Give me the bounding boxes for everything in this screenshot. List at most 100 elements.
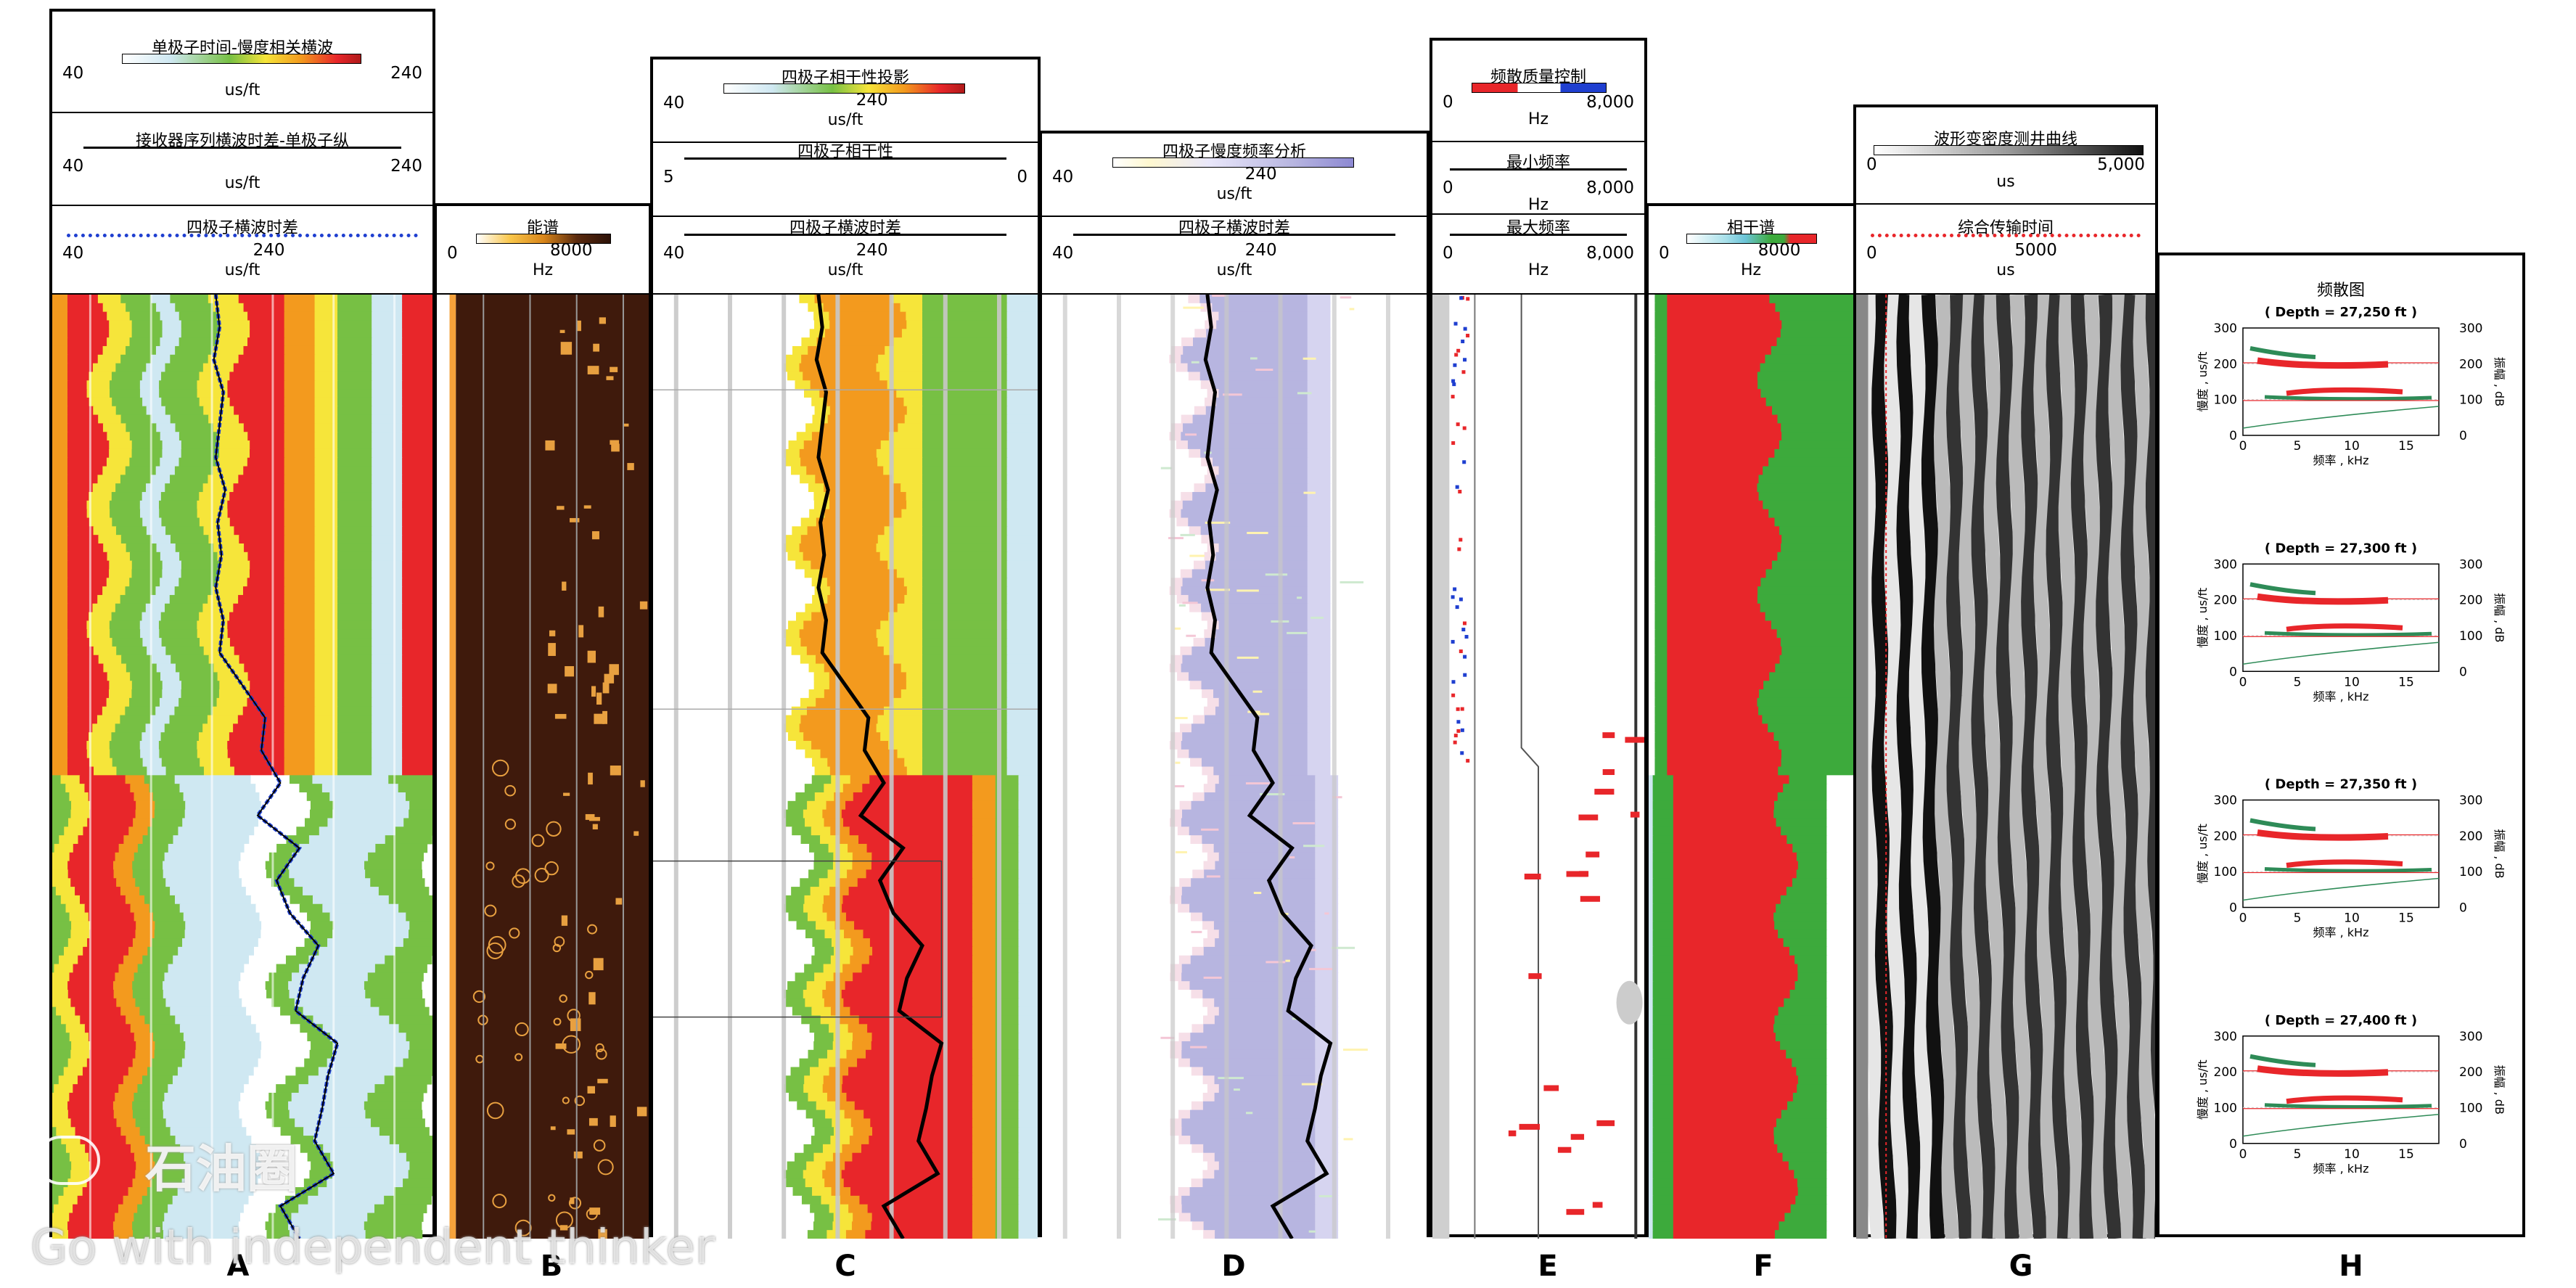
heatmap-cell (841, 809, 973, 819)
heatmap-cell (1176, 517, 1189, 527)
heatmap-cell (372, 672, 403, 681)
track-header: 四极子横波时差 40 240 us/ft (653, 217, 1038, 293)
heatmap-cell (165, 363, 204, 372)
qc-point (1462, 426, 1467, 430)
heatmap-cell (314, 389, 338, 398)
heatmap-cell (1673, 990, 1791, 999)
heatmap-cell (848, 1204, 869, 1214)
heatmap-cell (1307, 629, 1332, 639)
heatmap-cell (131, 689, 163, 699)
heatmap-cell (1673, 1024, 1775, 1033)
heatmap-cell (67, 697, 107, 707)
heatmap-cell (1776, 337, 1853, 347)
heatmap-cell (247, 337, 285, 347)
heatmap-cell (845, 1161, 973, 1170)
spectrum-spot (598, 1228, 607, 1239)
heatmap-cell (830, 1136, 850, 1145)
heatmap-cell (1782, 1152, 1828, 1162)
heatmap-cell (1042, 603, 1191, 613)
heatmap-cell (1042, 295, 1189, 304)
heatmap-cell (784, 809, 804, 819)
heatmap-cell (1757, 697, 1853, 707)
heatmap-cell (1018, 912, 1038, 922)
heatmap-cell (52, 1127, 57, 1136)
heatmap-cell (402, 749, 432, 759)
heatmap-cell (52, 448, 68, 459)
heatmap-cell (1191, 1221, 1205, 1231)
heatmap-cell (1191, 646, 1308, 656)
heatmap-cell (372, 569, 403, 578)
heatmap-cell (184, 1049, 262, 1059)
heatmap-cell (52, 946, 65, 956)
qc-point (1630, 811, 1640, 818)
heatmap-cell (829, 672, 907, 681)
heatmap-cell (1042, 432, 1170, 441)
heatmap-cell (1018, 878, 1038, 887)
heatmap-cell (67, 749, 88, 759)
heatmap-cell (52, 835, 60, 845)
heatmap-cell (227, 380, 285, 390)
heatmap-cell (402, 723, 432, 733)
heatmap-cell (1673, 1006, 1779, 1016)
heatmap-cell (813, 1221, 834, 1231)
heatmap-cell (163, 1221, 239, 1231)
heatmap-cell (1042, 1170, 1204, 1179)
heatmap-cell (834, 921, 856, 930)
heatmap-cell (812, 938, 832, 948)
heatmap-cell (976, 672, 1008, 681)
heatmap-cell (1203, 938, 1216, 948)
heatmap-cell (976, 732, 1008, 742)
heatmap-cell (1652, 1195, 1674, 1205)
heatmap-cell (1794, 955, 1828, 965)
heatmap-cell (1652, 972, 1674, 982)
heatmap-cell (89, 492, 112, 501)
heatmap-cell (314, 354, 338, 364)
heatmap-cell (284, 586, 316, 596)
heatmap-cell (284, 406, 316, 416)
heatmap-cell (52, 620, 68, 630)
frequency-point (1297, 392, 1312, 395)
heatmap-cell (1649, 526, 1656, 536)
heatmap-cell (150, 594, 171, 604)
heatmap-cell (402, 569, 432, 578)
heatmap-cell (298, 1204, 375, 1214)
frequency-point (1180, 533, 1195, 536)
heatmap-cell (52, 749, 68, 759)
heatmap-cell (1654, 586, 1668, 596)
heatmap-cell (1338, 1058, 1427, 1067)
heatmap-cell (972, 1006, 996, 1016)
heatmap-cell (1042, 1058, 1179, 1067)
heatmap-cell (266, 990, 290, 999)
heatmap-cell (102, 345, 127, 356)
heatmap-cell (653, 861, 815, 870)
dispersion-curve-green (2264, 395, 2432, 401)
heatmap-cell (1330, 363, 1420, 372)
heatmap-cell (1042, 1084, 1208, 1094)
heatmap-cell (1654, 414, 1668, 424)
heatmap-cell (149, 1024, 181, 1033)
heatmap-cell (1673, 852, 1797, 862)
heatmap-cell (1006, 603, 1038, 613)
heatmap-cell (1330, 672, 1420, 681)
y-tick-label: 200 (2214, 594, 2237, 608)
heatmap-cell (1330, 423, 1420, 432)
plot-svg (437, 295, 649, 1239)
heatmap-cell (1042, 389, 1208, 398)
heatmap-cell (1760, 363, 1853, 372)
heatmap-cell (314, 492, 338, 501)
frequency-point (1185, 433, 1197, 436)
heatmap-cell (284, 715, 316, 724)
heatmap-cell (52, 1187, 65, 1197)
heatmap-cell (255, 903, 300, 914)
vdl-trace (1958, 295, 1985, 1239)
heatmap-cell (1207, 852, 1220, 862)
heatmap-cell (109, 329, 133, 338)
heatmap-cell (52, 303, 68, 313)
heatmap-cell (1307, 372, 1332, 381)
heatmap-cell (52, 672, 68, 681)
heatmap-cell (115, 723, 147, 733)
heatmap-cell (1214, 1170, 1316, 1179)
heatmap-cell (372, 406, 403, 416)
heatmap-cell (67, 397, 90, 407)
heatmap-cell (402, 560, 432, 570)
